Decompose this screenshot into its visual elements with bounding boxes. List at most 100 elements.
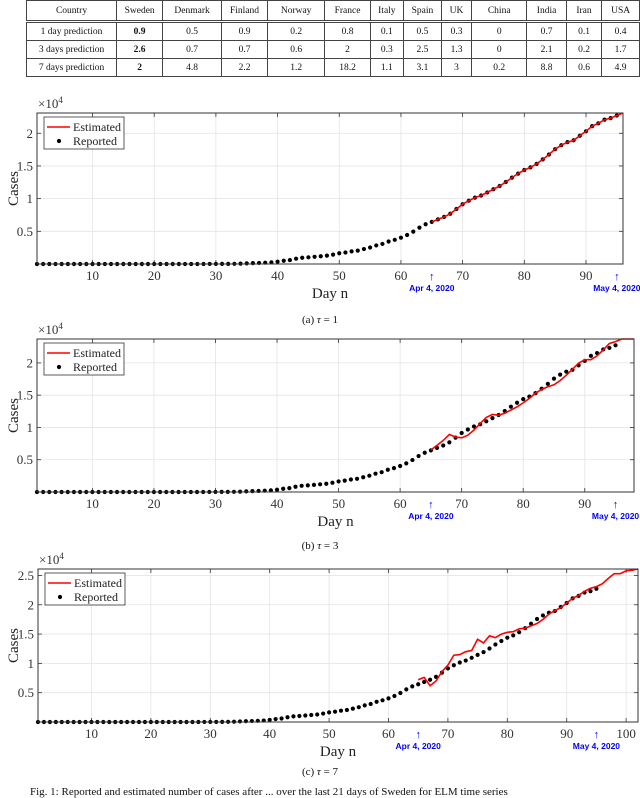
x-tick-label: 50: [323, 726, 336, 741]
x-tick-label: 10: [85, 726, 98, 741]
reported-point: [326, 710, 332, 715]
x-tick-label: 30: [209, 268, 222, 283]
reported-point: [392, 237, 397, 242]
x-tick-label: 40: [263, 726, 276, 741]
table-cell: Italy: [369, 0, 404, 23]
y-axis-label: Cases: [6, 171, 22, 206]
x-tick-label: 30: [209, 496, 222, 511]
reported-point: [380, 241, 385, 247]
table-cell: Finland: [221, 0, 268, 23]
y-tick-label: 0.5: [18, 685, 34, 700]
reported-point: [291, 714, 296, 719]
table-cell: 0.6: [565, 58, 603, 77]
legend-estimated-label: Estimated: [74, 576, 122, 590]
x-tick-label: 90: [560, 726, 573, 741]
reported-point: [457, 660, 462, 665]
reported-point: [303, 713, 308, 718]
x-axis-label: Day n: [317, 514, 354, 530]
reported-point: [416, 682, 421, 687]
x-tick-label: 20: [144, 726, 157, 741]
reported-point: [269, 260, 274, 265]
reported-point: [354, 476, 360, 481]
y-axis-label: Cases: [6, 398, 22, 433]
reported-point: [471, 424, 477, 429]
plot-area: [37, 113, 623, 264]
reported-point: [300, 255, 305, 260]
reported-point: [250, 489, 255, 494]
date-annotation: Apr 4, 2020: [409, 283, 455, 293]
reported-point: [309, 712, 314, 718]
reported-point: [521, 397, 526, 402]
table-cell: Denmark: [162, 0, 223, 23]
reported-point: [281, 486, 286, 491]
reported-point: [243, 719, 249, 724]
reported-point: [279, 716, 284, 721]
table-header-row: Country Sweden Denmark Finland Norway France I…: [25, 0, 640, 23]
y-tick-label: 1: [27, 191, 34, 206]
reported-point: [385, 467, 390, 472]
x-axis-label: Day n: [320, 744, 357, 760]
legend-reported-swatch: [56, 138, 62, 144]
reported-point: [315, 712, 320, 717]
x-tick-label: 60: [382, 726, 395, 741]
reported-point: [281, 258, 286, 263]
x-tick-label: 100: [616, 726, 636, 741]
reported-point: [305, 483, 310, 488]
reported-point: [517, 630, 522, 635]
y-axis-label: Cases: [6, 628, 22, 663]
reported-point: [594, 586, 599, 591]
reported-point: [484, 419, 489, 424]
table-cell: Sweden: [116, 0, 164, 23]
reported-point: [405, 232, 410, 238]
reported-point: [416, 453, 421, 459]
date-annotation: Apr 4, 2020: [396, 741, 442, 751]
reported-point: [306, 255, 311, 260]
reported-point: [459, 430, 464, 436]
reported-point: [342, 478, 347, 483]
reported-point: [386, 239, 391, 244]
table-cell: 1.1: [369, 58, 404, 77]
reported-point: [411, 229, 416, 234]
reported-point: [343, 250, 348, 255]
reported-point: [417, 225, 422, 230]
reported-point: [367, 245, 373, 250]
reported-point: [267, 717, 272, 723]
caption-value: = 1: [320, 314, 339, 326]
reported-point: [463, 658, 468, 663]
table-cell: 4.8: [162, 58, 223, 77]
reported-point: [362, 703, 367, 708]
reported-point: [607, 345, 612, 351]
y-tick-label: 1.5: [18, 627, 34, 642]
reported-point: [273, 716, 278, 722]
reported-point: [427, 677, 433, 682]
legend: [44, 572, 126, 606]
reported-point: [410, 684, 415, 689]
reported-point: [469, 655, 474, 660]
reported-point: [368, 701, 373, 707]
reported-point: [330, 480, 335, 485]
x-tick-label: 80: [501, 726, 514, 741]
caption-value: = 7: [320, 766, 339, 778]
reported-point: [508, 404, 514, 409]
reported-point: [505, 635, 510, 640]
y-tick-label: 2: [27, 126, 34, 141]
plot-area: [38, 569, 638, 722]
x-tick-label: 60: [394, 496, 407, 511]
prediction-error-table: Country Sweden Denmark Finland Norway France I…: [25, 0, 640, 77]
reported-point: [356, 705, 361, 710]
caption-symbol: τ: [316, 766, 321, 778]
x-tick-label: 70: [441, 726, 454, 741]
y-tick-label: 1.5: [17, 388, 33, 403]
reported-point: [392, 693, 397, 699]
reported-point: [287, 257, 293, 263]
table-cell: 1.2: [266, 58, 326, 77]
table-cell: Iran: [565, 0, 603, 23]
reported-point: [336, 479, 341, 484]
reported-point: [588, 353, 594, 358]
figure-caption: Fig. 1: Reported and estimated number of…: [30, 786, 508, 798]
reported-point: [324, 253, 330, 258]
reported-point: [545, 381, 550, 386]
reported-point: [237, 719, 243, 724]
arrow-up-icon: ↑: [428, 499, 434, 511]
reported-point: [410, 457, 415, 463]
